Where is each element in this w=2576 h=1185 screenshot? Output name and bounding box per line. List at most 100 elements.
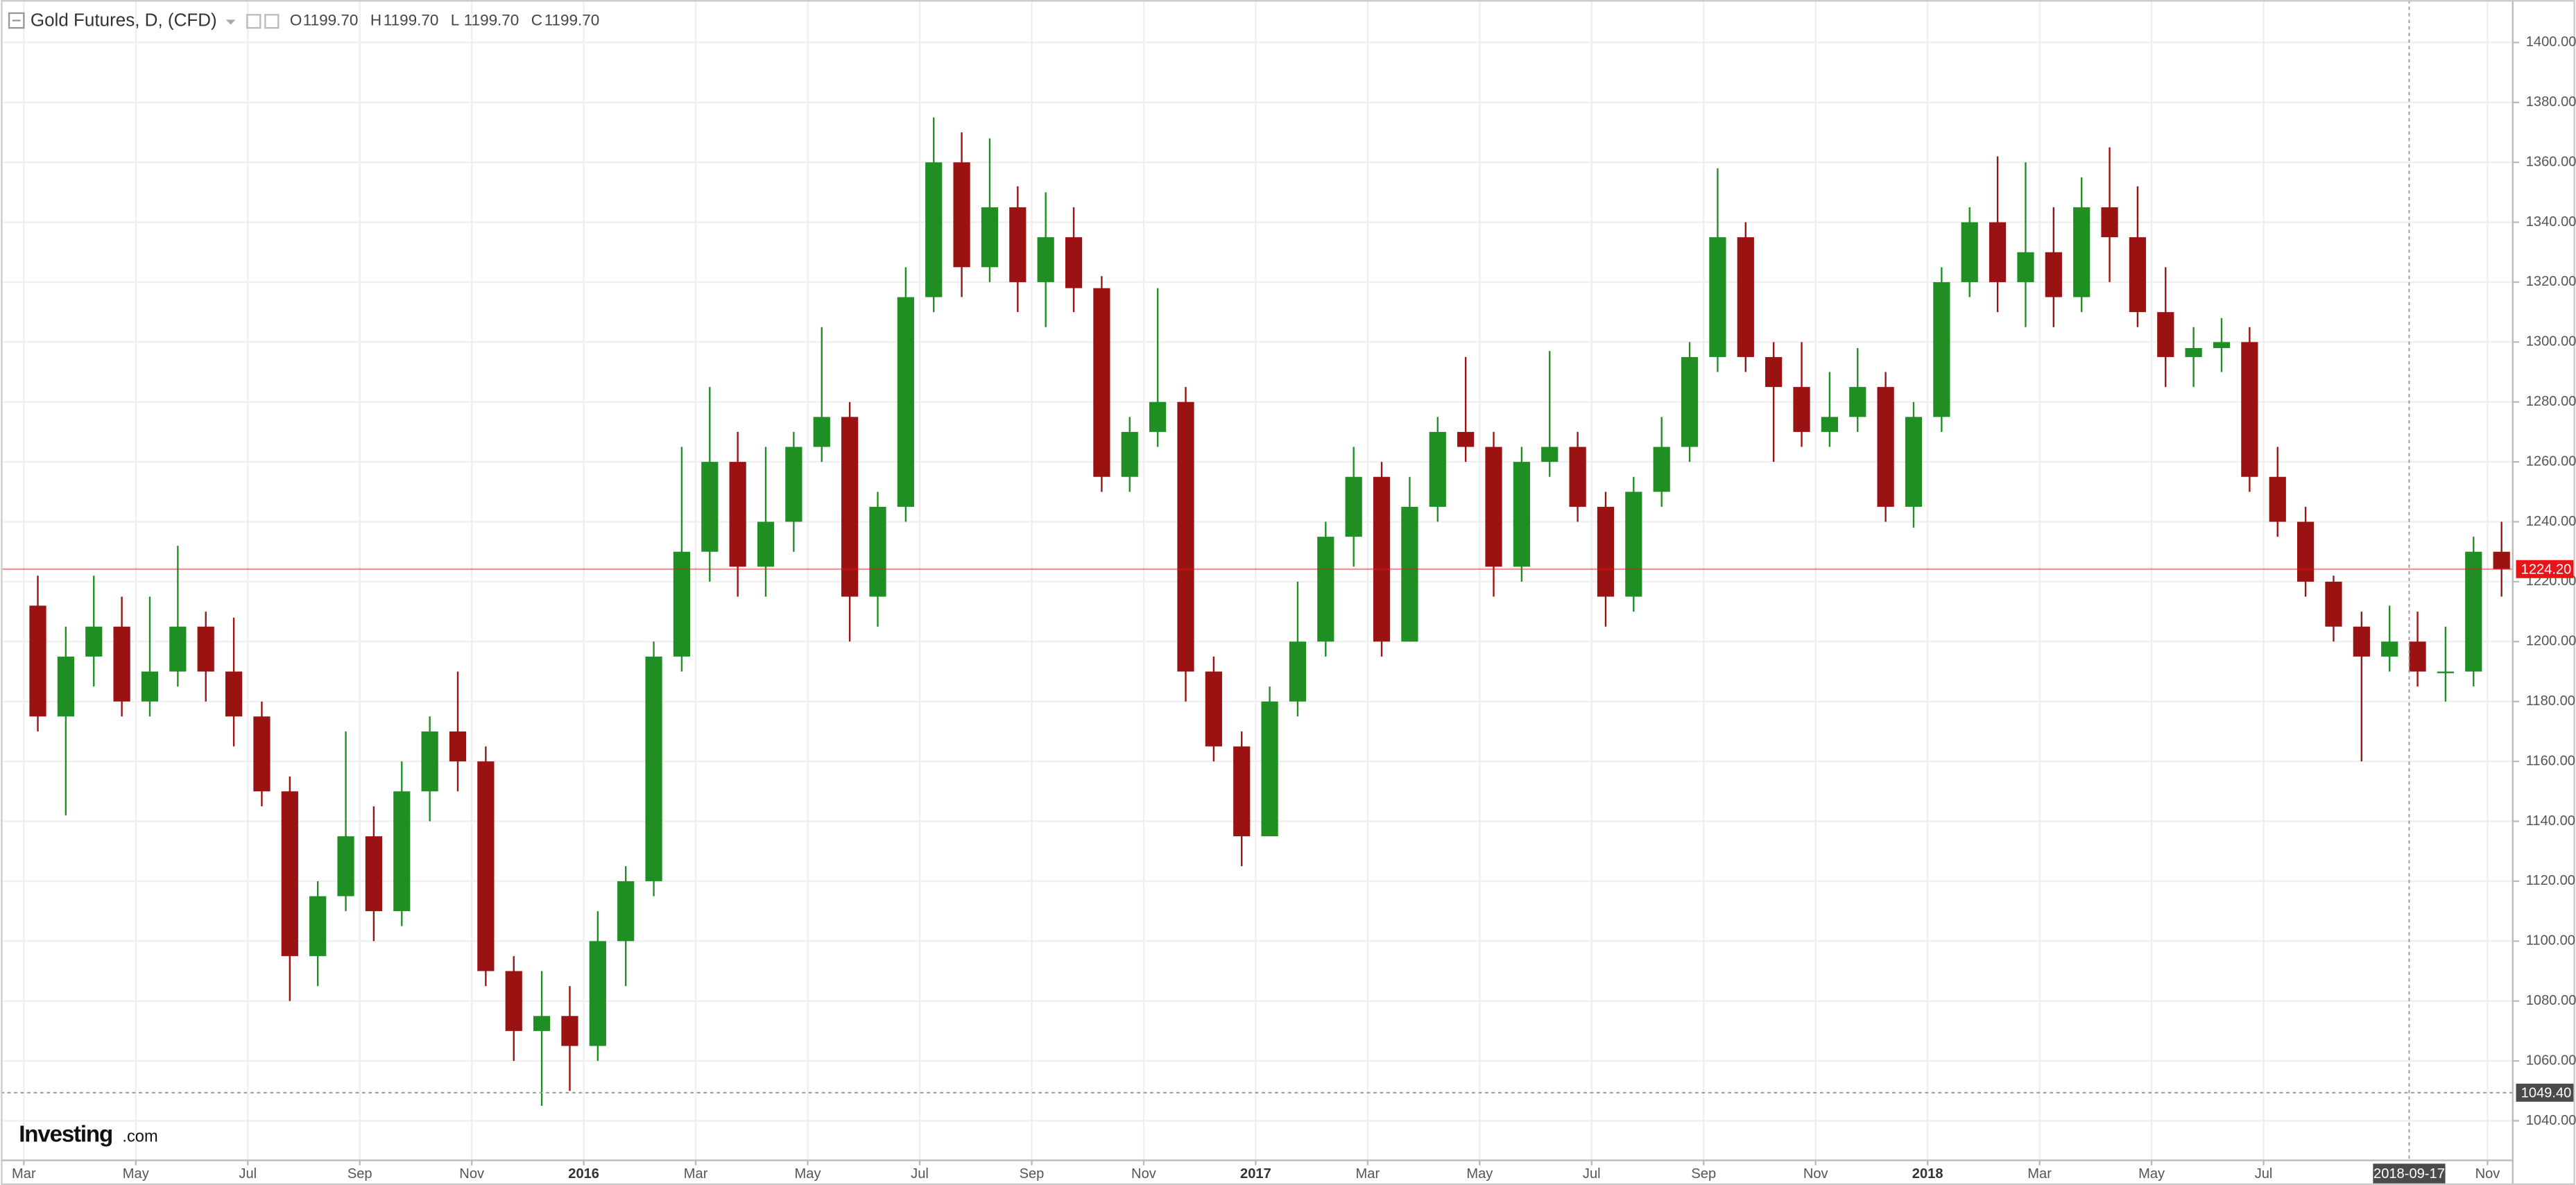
candle-body bbox=[1989, 222, 2007, 282]
grid-layer bbox=[1, 0, 2513, 1161]
candle-body bbox=[141, 671, 159, 702]
candle-body bbox=[1121, 431, 1138, 477]
y-tick-label: 1180.00 bbox=[2526, 693, 2575, 709]
candle-body bbox=[841, 417, 859, 597]
dropdown-caret[interactable] bbox=[225, 19, 236, 25]
x-tick-label: 2016 bbox=[568, 1166, 599, 1182]
candle-body bbox=[1261, 701, 1278, 837]
candle-body bbox=[477, 761, 495, 971]
candle-body bbox=[2409, 641, 2426, 672]
marks-layer bbox=[29, 117, 2510, 1106]
y-tick-label: 1120.00 bbox=[2526, 873, 2575, 888]
watermark-brand: Investing bbox=[19, 1122, 112, 1148]
candle-body bbox=[337, 836, 354, 897]
candle-body bbox=[2493, 551, 2510, 569]
candle-body bbox=[2269, 476, 2286, 522]
candle-body bbox=[2296, 521, 2315, 582]
candle-body bbox=[1345, 476, 1362, 537]
last-price-badge bbox=[2516, 560, 2574, 578]
candle-body bbox=[757, 521, 775, 567]
ohlc-name: H bbox=[370, 12, 381, 29]
x-tick-label: Nov bbox=[2475, 1166, 2500, 1182]
candle-body bbox=[1597, 506, 1615, 597]
candle-body bbox=[673, 551, 691, 657]
candle-body bbox=[1457, 431, 1475, 447]
x-tick-label: Nov bbox=[1803, 1166, 1828, 1182]
candle-body bbox=[1821, 417, 1839, 432]
header: Gold Futures, D, (CFD) bbox=[8, 10, 280, 31]
candle-body bbox=[1205, 671, 1222, 747]
candle-body bbox=[1541, 447, 1559, 462]
candle-body bbox=[897, 297, 914, 507]
y-tick-label: 1040.00 bbox=[2526, 1113, 2576, 1128]
candle-body bbox=[1625, 492, 1642, 597]
candle-body bbox=[1317, 537, 1334, 642]
candle-body bbox=[85, 626, 103, 657]
candle-body bbox=[2381, 641, 2398, 657]
candle-body bbox=[1793, 387, 1810, 432]
candle-body bbox=[2353, 626, 2370, 657]
candle-body bbox=[533, 1016, 551, 1031]
y-tick-label: 1100.00 bbox=[2526, 933, 2575, 949]
candle-body bbox=[1401, 506, 1418, 642]
collapse-icon[interactable] bbox=[8, 12, 25, 29]
candle-body bbox=[981, 207, 999, 268]
y-tick-label: 1260.00 bbox=[2526, 453, 2576, 469]
candle-body bbox=[2017, 252, 2034, 282]
candle-body bbox=[2073, 207, 2090, 297]
candle-body bbox=[1737, 237, 1754, 357]
candle-body bbox=[113, 626, 130, 702]
x-tick-label: May bbox=[123, 1166, 150, 1182]
x-tick-label: Jul bbox=[911, 1166, 929, 1182]
candle-body bbox=[1709, 237, 1726, 357]
candle-body bbox=[1849, 387, 1866, 417]
candle-body bbox=[645, 656, 662, 881]
candle-body bbox=[197, 626, 214, 672]
candle-body bbox=[1513, 462, 1530, 567]
candle-body bbox=[1653, 447, 1670, 492]
x-tick-label: Mar bbox=[2027, 1166, 2052, 1182]
ohlc-value: 1199.70 bbox=[544, 12, 600, 29]
ohlc-name: L bbox=[451, 12, 459, 29]
x-tick-label: Mar bbox=[12, 1166, 36, 1182]
x-tick-label: Mar bbox=[684, 1166, 708, 1182]
candle-body bbox=[1933, 282, 1950, 417]
candle-body bbox=[953, 162, 970, 268]
y-tick-label: 1280.00 bbox=[2526, 394, 2576, 409]
candle-body bbox=[281, 791, 298, 956]
candle-body bbox=[1149, 401, 1167, 432]
y-tick-label: 1080.00 bbox=[2526, 993, 2576, 1008]
close-icon[interactable] bbox=[264, 14, 280, 29]
candle-body bbox=[1037, 237, 1054, 282]
candle-body bbox=[505, 971, 522, 1031]
candle-body bbox=[1569, 447, 1586, 507]
crosshair-price-badge bbox=[2516, 1083, 2574, 1102]
candle-body bbox=[2045, 252, 2062, 297]
ohlc-name: O bbox=[290, 12, 302, 29]
ohlc-name: C bbox=[531, 12, 542, 29]
x-tick-label: Jul bbox=[2255, 1166, 2273, 1182]
y-tick-label: 1360.00 bbox=[2526, 154, 2576, 169]
candle-body bbox=[225, 671, 243, 717]
y-tick-label: 1400.00 bbox=[2526, 35, 2576, 50]
candle-body bbox=[1093, 288, 1110, 477]
symbol-title[interactable]: Gold Futures, D, (CFD) bbox=[31, 10, 217, 31]
x-tick-label: Sep bbox=[347, 1166, 372, 1182]
candle-body bbox=[1289, 641, 1307, 702]
candle-body bbox=[701, 462, 719, 552]
candle-body bbox=[1765, 356, 1783, 388]
overlay-layer bbox=[1, 0, 2513, 1161]
candle-body bbox=[29, 605, 46, 717]
x-tick-label: Mar bbox=[1356, 1166, 1380, 1182]
y-tick-label: 1140.00 bbox=[2526, 813, 2575, 829]
y-tick-label: 1380.00 bbox=[2526, 94, 2576, 110]
candle-body bbox=[2325, 581, 2342, 627]
x-tick-label: Nov bbox=[1131, 1166, 1156, 1182]
candle-body bbox=[813, 417, 830, 447]
candle-body bbox=[617, 881, 635, 942]
candle-body bbox=[785, 447, 802, 522]
settings-icon[interactable] bbox=[246, 14, 261, 29]
